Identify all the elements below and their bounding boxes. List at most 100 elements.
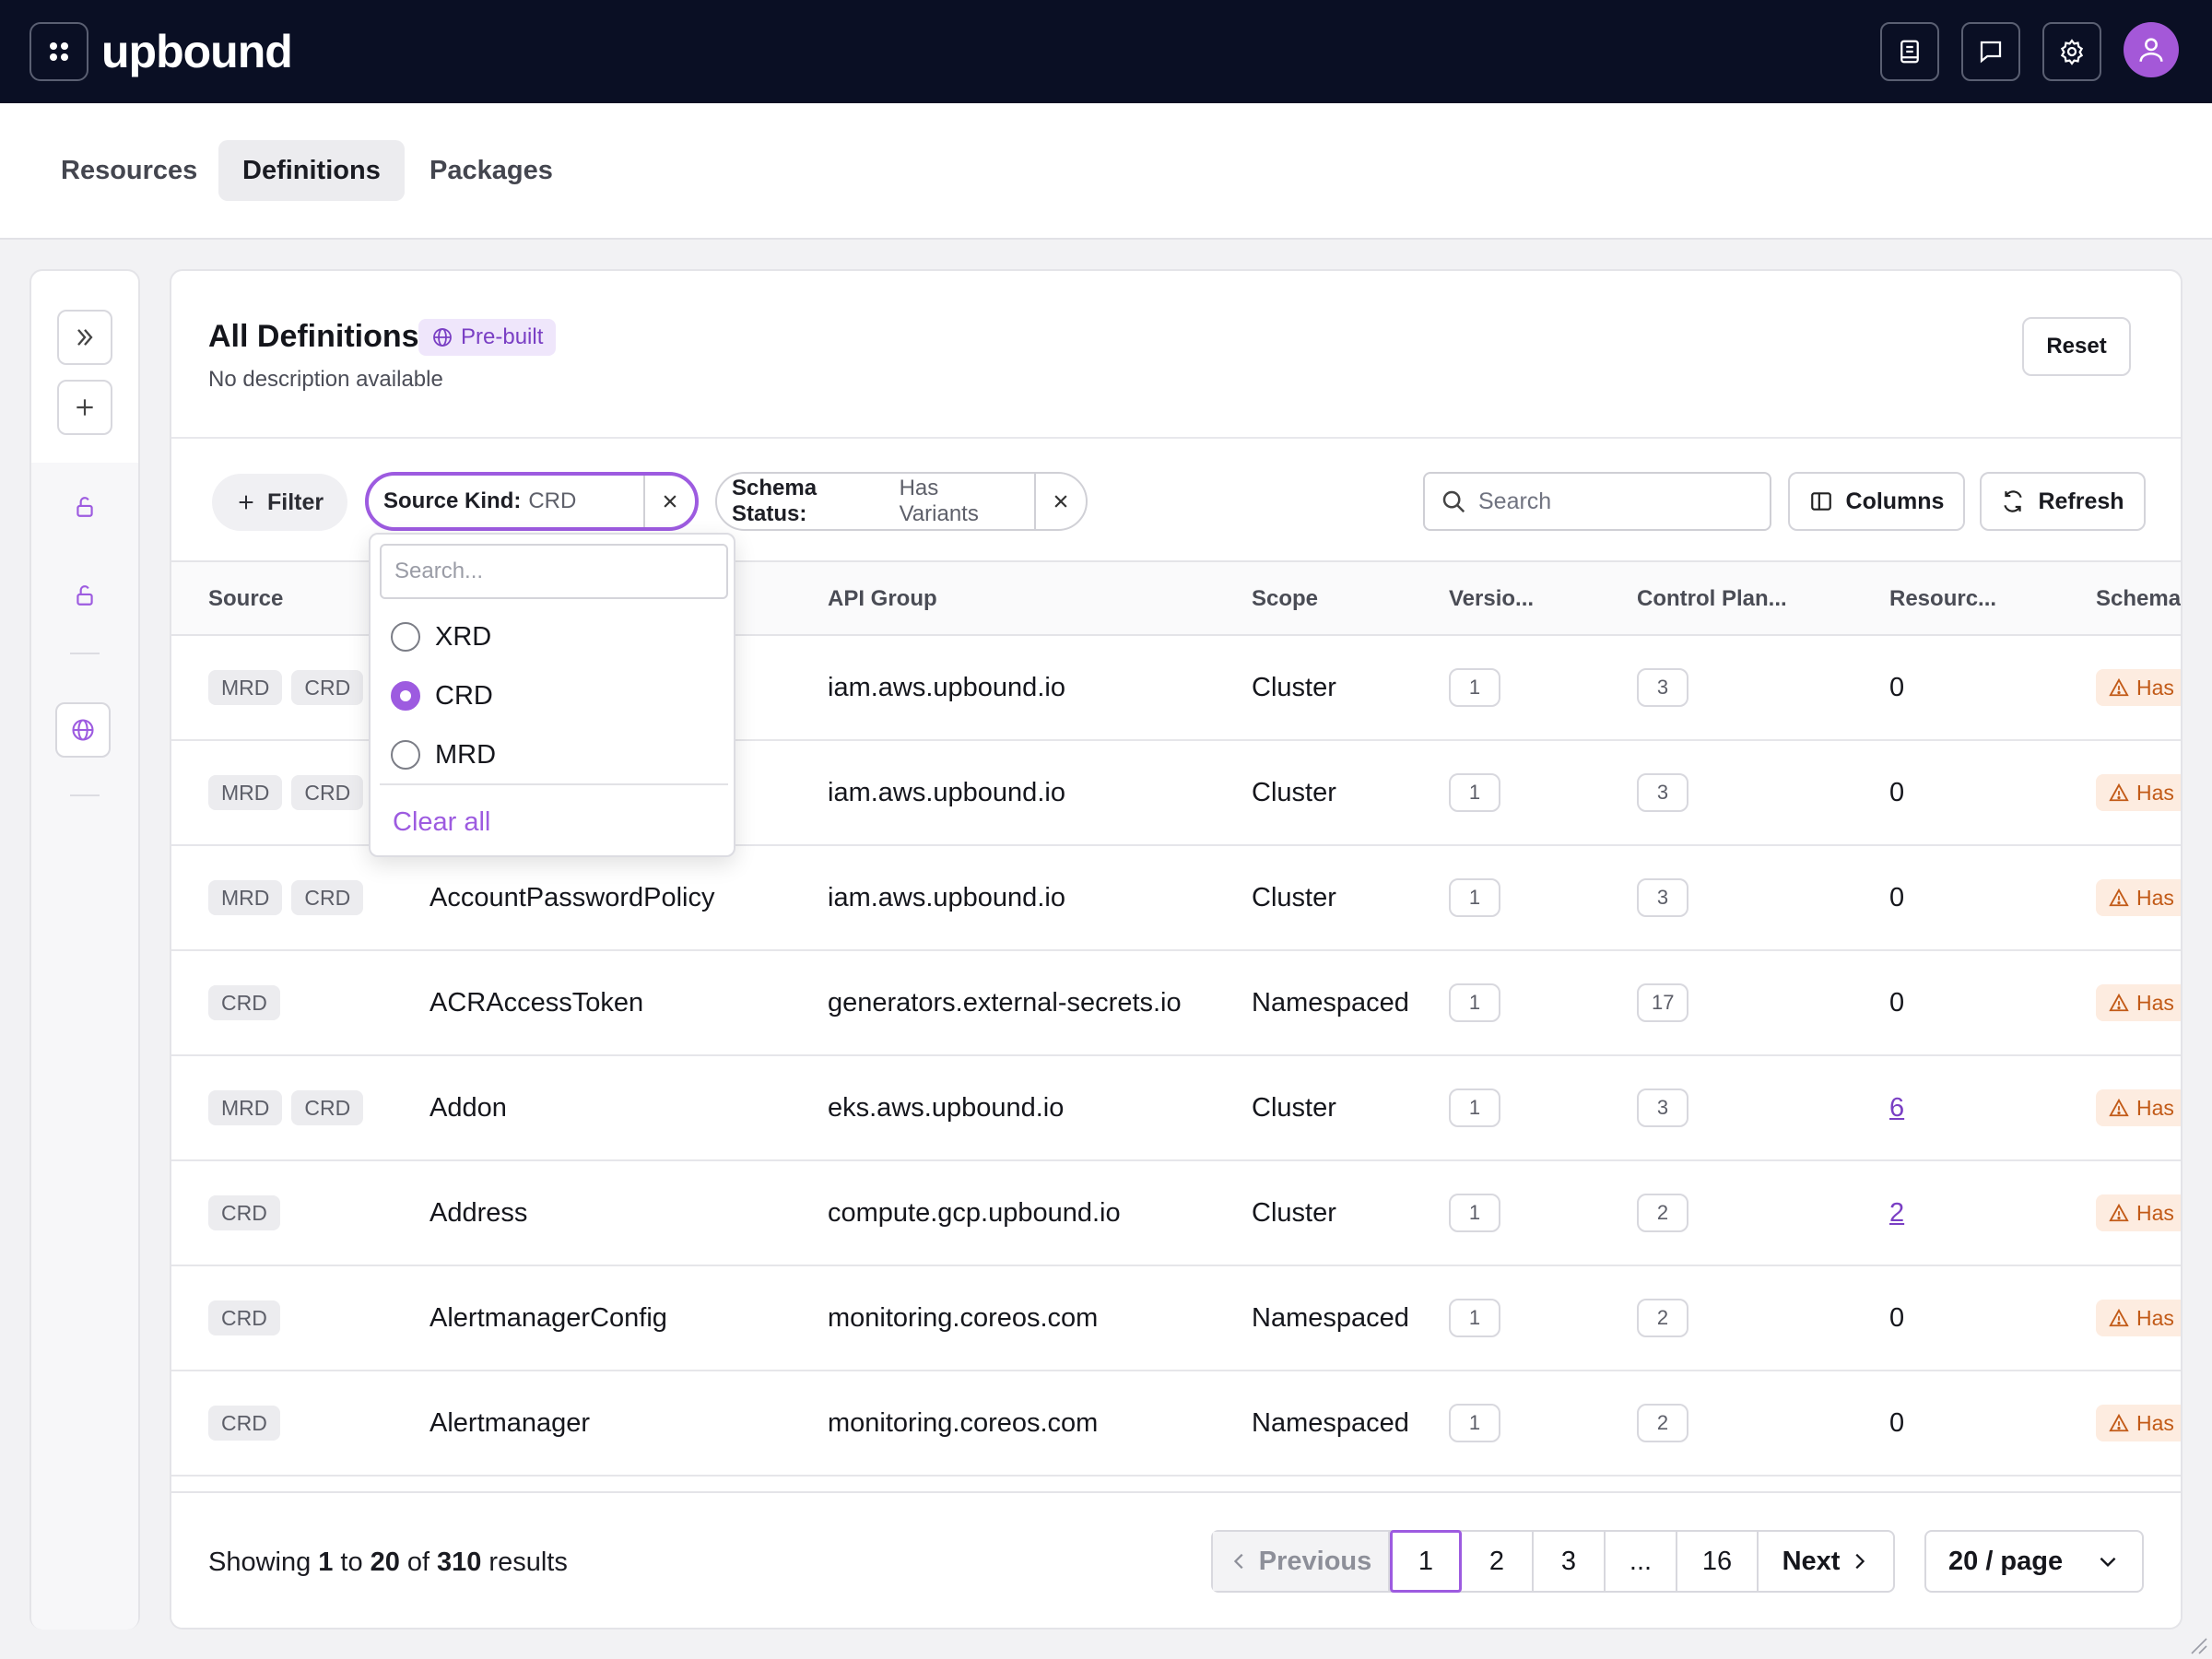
table-row[interactable]: MRD CRD AccountPasswordPolicy iam.aws.upbou… [171,846,2181,951]
name-cell[interactable]: AccountPasswordPolicy [429,882,715,912]
brand-logo[interactable]: upbound [101,26,293,77]
add-filter-button[interactable]: Filter [212,474,348,531]
columns-button[interactable]: Columns [1788,472,1965,531]
source-kind-dropdown: XRD CRD MRD Clear all [369,533,735,857]
resources-cell: 2 [1889,1161,1904,1265]
schema-status-badge: Has [2096,1089,2181,1126]
name-cell[interactable]: ACRAccessToken [429,987,644,1018]
unlock-icon[interactable] [68,579,101,612]
feedback-button[interactable] [1961,22,2020,81]
option-xrd[interactable]: XRD [391,614,491,660]
global-scope-button[interactable] [55,702,111,758]
page-button[interactable]: 16 [1677,1532,1759,1591]
column-header-scope[interactable]: Scope [1252,586,1319,611]
refresh-button[interactable]: Refresh [1980,472,2146,531]
resources-count[interactable]: 6 [1889,1092,1905,1123]
radio-button[interactable] [391,681,420,711]
columns-label: Columns [1845,488,1945,514]
tab-packages[interactable]: Packages [429,155,553,185]
versions-cell: 1 [1449,636,1500,739]
double-chevron-right-icon [77,329,93,346]
resources-cell: 6 [1889,1056,1904,1159]
page-button[interactable]: 3 [1534,1532,1606,1591]
table-row[interactable]: MRD CRD iam.aws.upbound.io Cluster 1 3 0 Has [171,636,2181,741]
chip-label[interactable]: Source Kind: CRD [369,476,643,527]
next-page-button[interactable]: Next [1759,1532,1893,1591]
control-planes-count: 3 [1637,773,1688,812]
tab-definitions[interactable]: Definitions [218,140,405,201]
scope-cell: Namespaced [1252,987,1409,1018]
api-group-cell: generators.external-secrets.io [828,987,1182,1018]
column-header-control-planes[interactable]: Control Plan... [1637,586,1787,611]
option-mrd[interactable]: MRD [391,732,496,778]
search-input[interactable] [1478,488,1755,515]
resources-cell: 0 [1889,1266,1904,1370]
page-button[interactable]: 2 [1462,1532,1534,1591]
control-planes-cell: 3 [1637,741,1688,844]
column-header-resources[interactable]: Resourc... [1889,586,1997,611]
column-header-source[interactable]: Source [208,586,284,611]
option-crd[interactable]: CRD [391,673,493,719]
app-switcher-button[interactable] [29,22,88,81]
table-row[interactable]: CRD Address compute.gcp.upbound.io Cluster 1… [171,1161,2181,1266]
table-search[interactable] [1423,472,1771,531]
expand-rail-button[interactable] [57,310,112,365]
scope-cell: Cluster [1252,1197,1336,1228]
source-tag: CRD [208,1406,280,1441]
radio-button[interactable] [391,622,420,652]
filter-chip-source-kind[interactable]: Source Kind: CRD [365,472,699,531]
resize-handle-icon[interactable] [2186,1633,2208,1655]
column-header-versions[interactable]: Versio... [1449,586,1535,611]
dropdown-search-input[interactable] [380,544,728,599]
filter-chip-schema-status[interactable]: Schema Status: Has Variants [715,472,1088,531]
tab-resources[interactable]: Resources [61,155,198,185]
column-header-schema[interactable]: Schema [2096,586,2182,611]
versions-count: 1 [1449,773,1500,812]
schema-status-label: Has [2136,990,2174,1015]
name-cell[interactable]: Addon [429,1092,507,1123]
table-row[interactable]: CRD AlertmanagerConfig monitoring.coreos.c… [171,1266,2181,1371]
api-group-cell: monitoring.coreos.com [828,1407,1099,1438]
columns-icon [1810,492,1831,511]
user-avatar[interactable] [2124,22,2179,77]
previous-page-button[interactable]: Previous [1213,1532,1390,1591]
scope-cell: Namespaced [1252,1302,1409,1333]
settings-button[interactable] [2042,22,2101,81]
versions-count: 1 [1449,878,1500,917]
reset-button[interactable]: Reset [2022,317,2131,376]
table-row[interactable]: CRD Alertmanager monitoring.coreos.com Name… [171,1371,2181,1477]
name-cell[interactable]: Alertmanager [429,1407,591,1438]
search-icon [1442,490,1465,513]
page-button[interactable]: 1 [1390,1530,1462,1593]
radio-button[interactable] [391,740,420,770]
versions-cell: 1 [1449,1266,1500,1370]
unlock-icon[interactable] [68,490,101,524]
page-size-select[interactable]: 20 / page [1924,1530,2144,1593]
schema-status-label: Has [2136,780,2174,805]
clear-all-button[interactable]: Clear all [393,807,491,837]
name-cell[interactable]: Address [429,1197,528,1228]
chip-value: Has Variants [899,476,979,526]
scope-cell: Cluster [1252,882,1336,912]
remove-chip-button[interactable] [1034,474,1086,529]
remove-chip-button[interactable] [643,476,695,527]
schema-cell: Has [2096,1161,2181,1265]
docs-button[interactable] [1880,22,1939,81]
page-ellipsis: ... [1606,1532,1677,1591]
resources-count[interactable]: 2 [1889,1197,1905,1228]
chip-value: CRD [528,488,577,513]
add-button[interactable] [57,380,112,435]
chip-label[interactable]: Schema Status: Has Variants [717,474,1034,529]
previous-label: Previous [1258,1546,1372,1576]
name-cell[interactable]: AlertmanagerConfig [429,1302,667,1333]
table-row[interactable]: CRD ACRAccessToken generators.external-sec… [171,951,2181,1056]
table-row[interactable]: MRD CRD iam.aws.upbound.io Cluster 1 3 0 Has [171,741,2181,846]
scope-cell: Cluster [1252,777,1336,807]
column-header-api-group[interactable]: API Group [828,586,937,611]
tab-bar: Resources Definitions Packages [0,103,2212,240]
table-row[interactable]: MRD CRD Addon eks.aws.upbound.io Cluster 1 3 6 H… [171,1056,2181,1161]
schema-status-label: Has [2136,1200,2174,1225]
table-footer: Showing 1 to 20 of 310 results Previous … [171,1491,2181,1628]
scope-cell: Namespaced [1252,1407,1409,1438]
next-label: Next [1782,1546,1841,1576]
